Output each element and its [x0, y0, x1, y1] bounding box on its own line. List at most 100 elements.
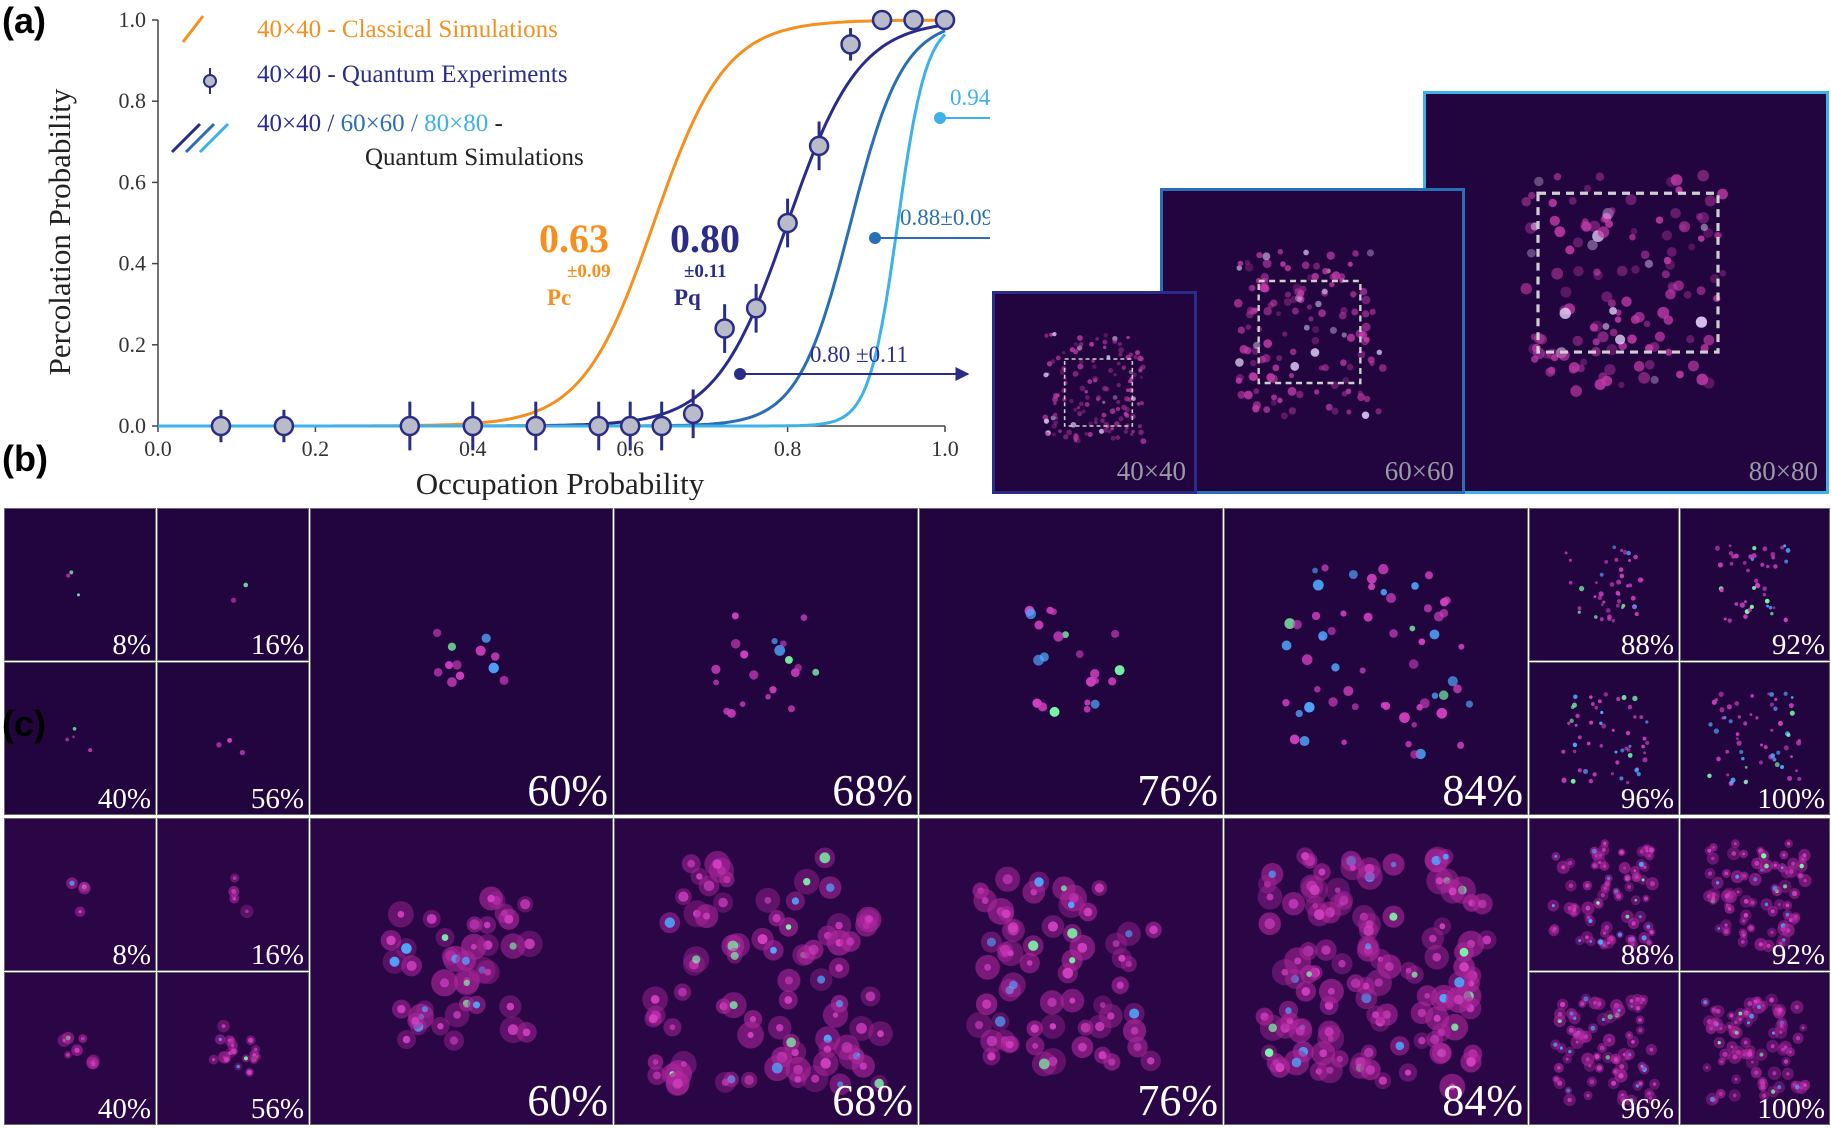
intensity-spot: [216, 742, 222, 748]
intensity-spot: [1351, 703, 1359, 711]
lattice-spot: [1375, 408, 1382, 415]
lattice-spot: [1666, 176, 1677, 187]
panel-label-b: (b): [2, 438, 48, 479]
intensity-spot: [1468, 980, 1475, 987]
intensity-spot: [1725, 749, 1730, 754]
intensity-spot: [1557, 1018, 1562, 1024]
intensity-spot: [1770, 1044, 1775, 1049]
intensity-spot: [1565, 1057, 1569, 1061]
intensity-spot: [1778, 941, 1783, 946]
lattice-spot: [1287, 386, 1297, 396]
lattice-spot: [1106, 355, 1111, 359]
lattice-spot: [1615, 334, 1626, 345]
lattice-80x80-label: 80×80: [1748, 456, 1818, 486]
lattice-spot: [1321, 288, 1328, 295]
intensity-spot: [835, 921, 843, 930]
intensity-spot: [1743, 1040, 1748, 1045]
intensity-spot: [1723, 928, 1729, 935]
intensity-spot: [449, 1036, 459, 1045]
legend-experiment-label: 40×40 - Quantum Experiments: [257, 61, 568, 88]
intensity-spot: [1268, 870, 1277, 879]
lattice-spot: [1079, 385, 1086, 392]
intensity-spot: [1754, 582, 1761, 589]
lattice-spot: [1318, 309, 1326, 318]
intensity-spot: [1578, 585, 1585, 592]
intensity-spot: [1614, 557, 1619, 562]
intensity-spot: [987, 1052, 996, 1061]
lattice-spot: [1643, 320, 1651, 328]
intensity-spot: [1736, 740, 1742, 746]
lattice-spot: [1089, 341, 1095, 347]
tile-c-68pct: 68%: [614, 818, 918, 1125]
tile-b-92pct: 92%: [1680, 508, 1830, 661]
intensity-spot: [520, 899, 531, 910]
intensity-spot: [1080, 1022, 1091, 1033]
lattice-spot: [1046, 361, 1053, 367]
intensity-spot: [421, 1006, 428, 1013]
lattice-spot: [1719, 270, 1727, 277]
lattice-spot: [1369, 308, 1376, 315]
intensity-spot: [1328, 697, 1338, 707]
intensity-spot: [1098, 1051, 1107, 1060]
lattice-spot: [1137, 355, 1143, 362]
intensity-spot: [785, 924, 792, 930]
intensity-spot: [1378, 563, 1389, 575]
lattice-spot: [1270, 399, 1277, 406]
lattice-spot: [1055, 355, 1061, 361]
intensity-spot: [1708, 722, 1713, 727]
intensity-pattern: [1255, 846, 1497, 1100]
intensity-spot: [232, 896, 237, 901]
lattice-spot: [1361, 411, 1370, 419]
intensity-spot: [1348, 569, 1358, 580]
lattice-spot: [1573, 266, 1584, 277]
lattice-spot: [1580, 358, 1588, 366]
intensity-spot: [1764, 902, 1769, 907]
intensity-spot: [1645, 720, 1649, 724]
legend-q40-label: 40×40: [257, 110, 321, 137]
intensity-spot: [1626, 550, 1631, 556]
intensity-spot: [1758, 942, 1763, 947]
intensity-spot: [1769, 997, 1775, 1003]
intensity-spot: [1389, 912, 1398, 921]
lattice-spot: [1063, 434, 1069, 440]
intensity-spot: [1732, 1093, 1737, 1098]
intensity-spot: [1327, 987, 1335, 995]
lattice-spot: [1075, 438, 1081, 444]
intensity-spot: [1597, 699, 1602, 704]
legend-q80-label: 80×80: [424, 110, 488, 137]
intensity-spot: [1623, 866, 1627, 870]
intensity-spot: [1707, 871, 1713, 876]
lattice-spot: [1118, 352, 1123, 357]
intensity-spot: [1112, 940, 1120, 948]
intensity-spot: [1266, 893, 1274, 901]
lattice-spot: [1050, 415, 1056, 421]
intensity-spot: [1762, 1093, 1767, 1098]
intensity-spot: [440, 978, 450, 988]
lattice-spot: [1053, 412, 1058, 417]
intensity-spot: [1646, 924, 1651, 929]
intensity-spot: [1754, 860, 1760, 866]
intensity-spot: [1594, 705, 1599, 710]
intensity-spot: [1433, 1014, 1441, 1022]
lattice-spot: [1644, 359, 1655, 370]
intensity-spot: [1130, 1026, 1139, 1035]
intensity-spot: [1301, 987, 1311, 996]
intensity-spot: [1610, 772, 1614, 776]
intensity-spot: [509, 942, 517, 950]
occupation-label: 68%: [832, 766, 913, 815]
intensity-spot: [1312, 579, 1324, 591]
intensity-spot: [718, 897, 728, 908]
intensity-spot: [1459, 947, 1469, 957]
lattice-60x60-pattern: [1233, 248, 1387, 420]
intensity-spot: [1324, 907, 1336, 918]
intensity-spot: [1615, 760, 1620, 765]
intensity-spot: [1588, 1064, 1592, 1068]
intensity-spot: [1716, 756, 1721, 762]
intensity-spot: [1599, 617, 1604, 622]
intensity-spot: [1423, 604, 1432, 613]
intensity-spot: [1785, 547, 1791, 553]
intensity-spot: [1589, 940, 1593, 943]
intensity-spot: [1632, 605, 1636, 609]
intensity-spot: [1364, 1047, 1374, 1058]
lattice-spot: [1284, 264, 1291, 272]
